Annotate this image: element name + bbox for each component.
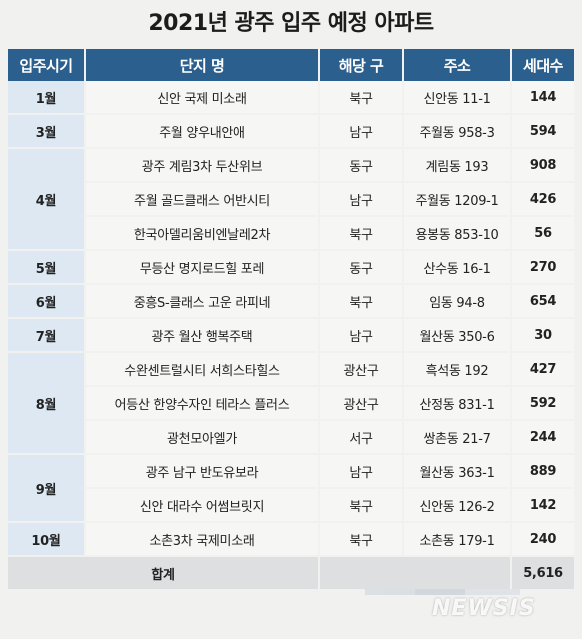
district-cell: 동구 bbox=[320, 251, 404, 285]
table-row: 9월 광주 남구 반도유보라 남구 월산동 363-1 889 bbox=[8, 455, 574, 523]
month-cell: 5월 bbox=[8, 251, 86, 285]
header-complex-name: 단지 명 bbox=[86, 49, 320, 81]
district-cell: 남구 bbox=[320, 115, 404, 149]
address-cell: 용봉동 853-10 bbox=[404, 217, 512, 251]
complex-name-cell: 어등산 한양수자인 테라스 플러스 bbox=[86, 387, 320, 421]
units-cell: 889 bbox=[512, 455, 574, 489]
district-cell: 북구 bbox=[320, 217, 404, 251]
district-cell: 남구 bbox=[320, 319, 404, 353]
district-cell: 북구 bbox=[320, 489, 404, 523]
units-cell: 594 bbox=[512, 115, 574, 149]
complex-name-cell: 신안 국제 미소래 bbox=[86, 81, 320, 115]
address-cell: 계림동 193 bbox=[404, 149, 512, 183]
newsis-logo: NEWSIS bbox=[432, 596, 536, 621]
address-cell: 주월동 958-3 bbox=[404, 115, 512, 149]
address-cell: 산정동 831-1 bbox=[404, 387, 512, 421]
district-cell: 북구 bbox=[320, 523, 404, 557]
complex-name-cell: 중흥S-클래스 고운 라피네 bbox=[86, 285, 320, 319]
table-row: 1월 신안 국제 미소래 북구 신안동 11-1 144 bbox=[8, 81, 574, 115]
units-cell: 592 bbox=[512, 387, 574, 421]
total-row: 합계 5,616 bbox=[8, 557, 574, 589]
district-cell: 남구 bbox=[320, 455, 404, 489]
table-row: 6월 중흥S-클래스 고운 라피네 북구 임동 94-8 654 bbox=[8, 285, 574, 319]
complex-name-cell: 광천모아엘가 bbox=[86, 421, 320, 455]
complex-name-cell: 신안 대라수 어썸브릿지 bbox=[86, 489, 320, 523]
units-cell: 56 bbox=[512, 217, 574, 251]
apartment-table: 입주시기 단지 명 해당 구 주소 세대수 1월 신안 국제 미소래 북구 신안… bbox=[8, 49, 574, 589]
header-address: 주소 bbox=[404, 49, 512, 81]
address-cell: 월산동 350-6 bbox=[404, 319, 512, 353]
complex-name-cell: 소촌3차 국제미소래 bbox=[86, 523, 320, 557]
units-cell: 142 bbox=[512, 489, 574, 523]
address-cell: 흑석동 192 bbox=[404, 353, 512, 387]
address-cell: 월산동 363-1 bbox=[404, 455, 512, 489]
month-cell: 8월 bbox=[8, 353, 86, 455]
table-row: 주월 골드클래스 어반시티 남구 주월동 1209-1 426 bbox=[8, 183, 574, 217]
total-value: 5,616 bbox=[512, 557, 574, 589]
units-cell: 426 bbox=[512, 183, 574, 217]
complex-name-cell: 무등산 명지로드힐 포레 bbox=[86, 251, 320, 285]
complex-name-cell: 수완센트럴시티 서희스타힐스 bbox=[86, 353, 320, 387]
units-cell: 654 bbox=[512, 285, 574, 319]
address-cell: 산수동 16-1 bbox=[404, 251, 512, 285]
address-cell: 임동 94-8 bbox=[404, 285, 512, 319]
month-cell: 10월 bbox=[8, 523, 86, 557]
units-cell: 427 bbox=[512, 353, 574, 387]
units-cell: 908 bbox=[512, 149, 574, 183]
month-cell: 6월 bbox=[8, 285, 86, 319]
district-cell: 광산구 bbox=[320, 353, 404, 387]
address-cell: 소촌동 179-1 bbox=[404, 523, 512, 557]
header-district: 해당 구 bbox=[320, 49, 404, 81]
table-row: 5월 무등산 명지로드힐 포레 동구 산수동 16-1 270 bbox=[8, 251, 574, 285]
district-cell: 서구 bbox=[320, 421, 404, 455]
address-cell: 신안동 11-1 bbox=[404, 81, 512, 115]
table-row: 신안 대라수 어썸브릿지 북구 신안동 126-2 142 bbox=[8, 489, 574, 523]
month-cell: 1월 bbox=[8, 81, 86, 115]
address-cell: 쌍촌동 21-7 bbox=[404, 421, 512, 455]
header-units: 세대수 bbox=[512, 49, 574, 81]
table-header-row: 입주시기 단지 명 해당 구 주소 세대수 bbox=[8, 49, 574, 81]
district-cell: 동구 bbox=[320, 149, 404, 183]
table-row: 8월 수완센트럴시티 서희스타힐스 광산구 흑석동 192 427 bbox=[8, 353, 574, 455]
table-row: 한국아델리움비엔날레2차 북구 용봉동 853-10 56 bbox=[8, 217, 574, 251]
complex-name-cell: 광주 월산 행복주택 bbox=[86, 319, 320, 353]
address-cell: 주월동 1209-1 bbox=[404, 183, 512, 217]
header-month: 입주시기 bbox=[8, 49, 86, 81]
address-cell: 신안동 126-2 bbox=[404, 489, 512, 523]
district-cell: 남구 bbox=[320, 183, 404, 217]
complex-name-cell: 광주 남구 반도유보라 bbox=[86, 455, 320, 489]
units-cell: 244 bbox=[512, 421, 574, 455]
page-title: 2021년 광주 입주 예정 아파트 bbox=[148, 11, 434, 36]
units-cell: 144 bbox=[512, 81, 574, 115]
district-cell: 광산구 bbox=[320, 387, 404, 421]
table-row: 3월 주월 양우내안애 남구 주월동 958-3 594 bbox=[8, 115, 574, 149]
district-cell: 북구 bbox=[320, 285, 404, 319]
month-cell: 7월 bbox=[8, 319, 86, 353]
total-spacer bbox=[320, 557, 512, 589]
units-cell: 270 bbox=[512, 251, 574, 285]
table-row: 어등산 한양수자인 테라스 플러스 광산구 산정동 831-1 592 bbox=[8, 387, 574, 421]
units-cell: 30 bbox=[512, 319, 574, 353]
month-cell: 4월 bbox=[8, 149, 86, 251]
complex-name-cell: 주월 양우내안애 bbox=[86, 115, 320, 149]
complex-name-cell: 한국아델리움비엔날레2차 bbox=[86, 217, 320, 251]
total-label: 합계 bbox=[8, 557, 320, 589]
table-row: 4월 광주 계림3차 두산위브 동구 계림동 193 908 bbox=[8, 149, 574, 251]
table-row: 광천모아엘가 서구 쌍촌동 21-7 244 bbox=[8, 421, 574, 455]
table-row: 7월 광주 월산 행복주택 남구 월산동 350-6 30 bbox=[8, 319, 574, 353]
month-cell: 9월 bbox=[8, 455, 86, 523]
complex-name-cell: 광주 계림3차 두산위브 bbox=[86, 149, 320, 183]
table-row: 10월 소촌3차 국제미소래 북구 소촌동 179-1 240 bbox=[8, 523, 574, 557]
units-cell: 240 bbox=[512, 523, 574, 557]
district-cell: 북구 bbox=[320, 81, 404, 115]
month-cell: 3월 bbox=[8, 115, 86, 149]
complex-name-cell: 주월 골드클래스 어반시티 bbox=[86, 183, 320, 217]
